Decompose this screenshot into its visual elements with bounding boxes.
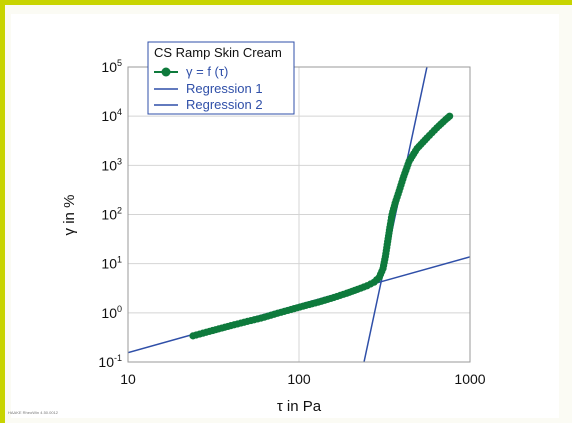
legend-box — [147, 41, 295, 115]
plot-border — [127, 66, 471, 363]
software-footnote: HAAKE RheoWin 4.50.0012 — [8, 410, 59, 415]
data-points — [189, 112, 454, 340]
x-axis-label: τ in Pa — [277, 398, 322, 415]
legend: CS Ramp Skin Cream γ = f (τ) Regression … — [147, 41, 295, 115]
y-tick-labels: 10-1 100 101 102 103 104 105 — [98, 58, 122, 370]
data-point — [446, 112, 454, 120]
y-tick-label: 104 — [101, 107, 122, 124]
legend-regression2-label: Regression 2 — [186, 97, 263, 112]
y-axis-label: γ in % — [61, 195, 78, 236]
legend-title: CS Ramp Skin Cream — [154, 45, 282, 60]
y-tick-label: 103 — [101, 156, 122, 173]
x-tick-labels: 10 100 1000 — [120, 371, 486, 387]
y-tick-label: 105 — [101, 58, 122, 75]
legend-series-label: γ = f (τ) — [186, 64, 228, 79]
y-tick-label: 10-1 — [98, 353, 122, 370]
legend-series-marker — [161, 67, 171, 77]
x-tick-label: 100 — [287, 371, 311, 387]
y-tick-label: 100 — [101, 304, 122, 321]
x-tick-label: 1000 — [454, 371, 485, 387]
y-tick-label: 101 — [101, 255, 122, 272]
legend-regression1-label: Regression 1 — [186, 81, 263, 96]
y-tick-label: 102 — [101, 206, 122, 223]
x-tick-label: 10 — [120, 371, 136, 387]
